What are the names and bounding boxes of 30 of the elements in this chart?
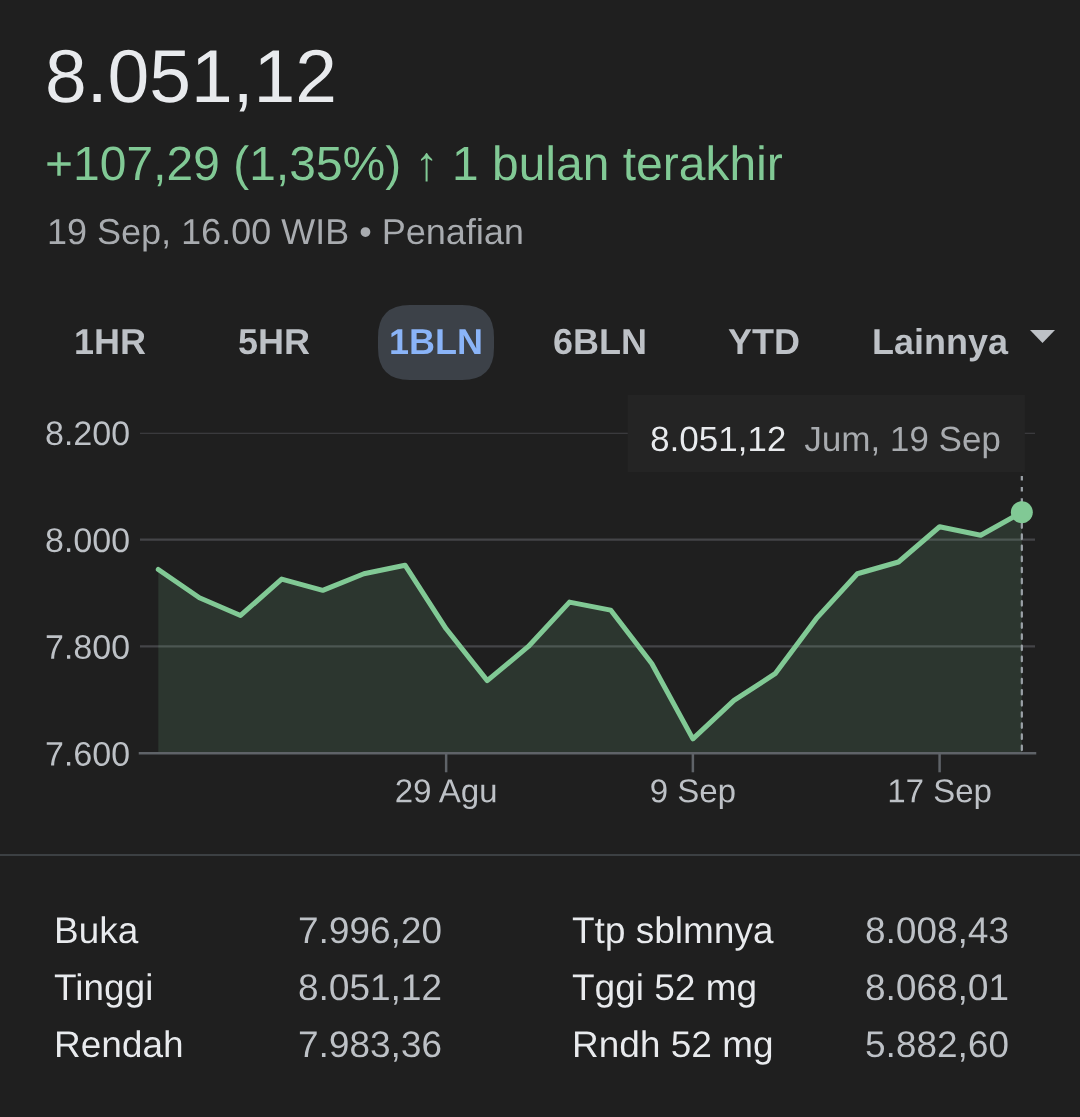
text: 7.983,36: [299, 1031, 441, 1062]
text: Rendah: [57, 1030, 182, 1058]
x-tick-label: 29 Agu: [396, 779, 496, 810]
annotation: Jum, 19 Sep: [804, 426, 1000, 459]
text: 7.996,20: [299, 917, 441, 948]
y-tick-label: 7.800: [46, 635, 129, 660]
y-tick-label: 8.000: [46, 528, 129, 553]
text: 1HR: [76, 329, 146, 354]
x-tick-label: 17 Sep: [889, 779, 991, 810]
text: 5.882,60: [866, 1031, 1008, 1062]
text: 6BLN: [554, 328, 645, 355]
text: Tggi 52 mg: [572, 973, 755, 1008]
text: Lainnya: [874, 327, 1009, 362]
text: 8.051,12: [299, 974, 441, 1005]
text: Tinggi: [54, 973, 151, 1008]
text: Rndh 52 mg: [575, 1030, 772, 1065]
text: YTD: [728, 329, 799, 354]
text: 19 Sep, 16.00 WIB • Penafian: [49, 217, 522, 252]
text: 8.008,43: [866, 917, 1008, 948]
text: Buka: [57, 916, 139, 944]
chart-subtitle: +107,29 (1,35%) ↑ 1 bulan terakhir: [47, 145, 782, 190]
y-tick-label: 7.600: [46, 741, 129, 766]
chart-title: 8.051,12: [651, 426, 785, 456]
y-tick-label: 8.200: [46, 421, 129, 446]
text: 5HR: [239, 329, 310, 355]
text: 8.051,12: [48, 49, 334, 112]
text: Ttp sblmnya: [572, 916, 774, 951]
x-tick-label: 9 Sep: [651, 779, 735, 810]
text: 8.068,01: [866, 974, 1008, 1005]
text: 1BLN: [391, 329, 481, 354]
